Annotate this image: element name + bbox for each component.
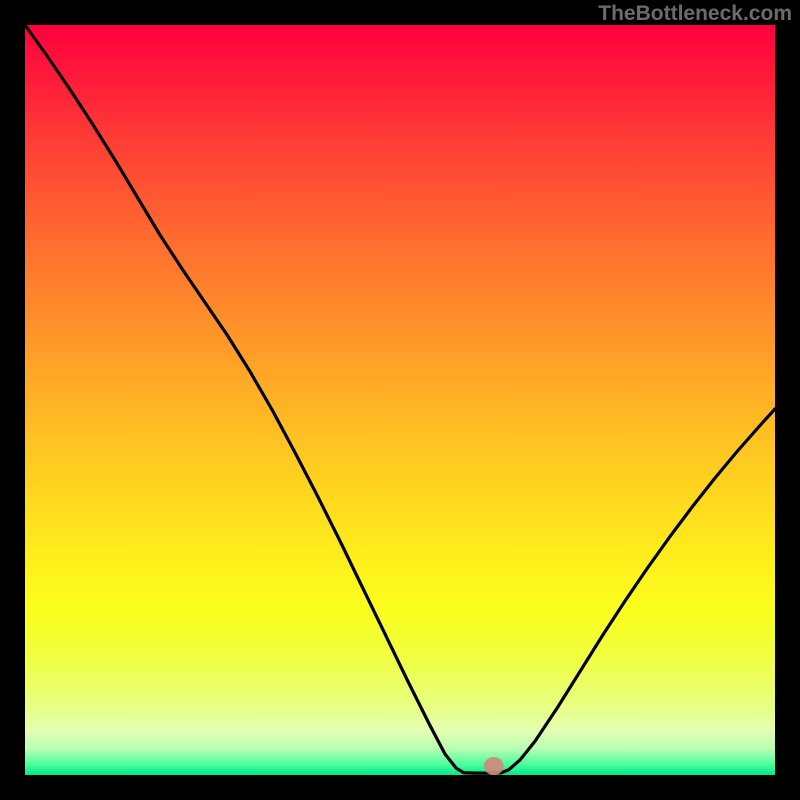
bottleneck-chart xyxy=(0,0,800,800)
optimal-point-marker xyxy=(484,757,504,775)
chart-container: { "meta": { "width": 800, "height": 800,… xyxy=(0,0,800,800)
watermark-text: TheBottleneck.com xyxy=(598,2,792,26)
